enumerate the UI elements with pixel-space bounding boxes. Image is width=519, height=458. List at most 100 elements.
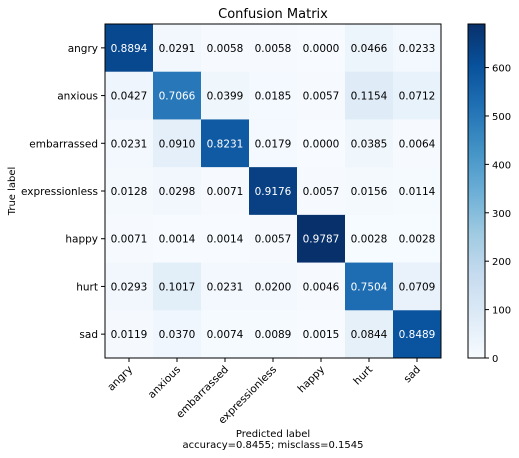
cell-value-label: 0.0844 xyxy=(351,329,388,341)
cell-value-label: 0.0293 xyxy=(111,281,148,293)
accuracy-note: accuracy=0.8455; misclass=0.1545 xyxy=(183,440,364,451)
cell-value-label: 0.0298 xyxy=(159,186,196,198)
heatmap-cell xyxy=(345,262,394,311)
heatmap-cell xyxy=(153,310,202,359)
heatmap-cell xyxy=(249,310,298,359)
x-tick-label: angry xyxy=(105,364,135,394)
cell-value-label: 0.9787 xyxy=(303,234,340,246)
heatmap-cell xyxy=(393,310,442,359)
y-tick-label: angry xyxy=(68,43,98,55)
x-axis-label: Predicted label xyxy=(236,429,310,440)
heatmap-cell xyxy=(105,119,154,168)
heatmap-cell xyxy=(345,167,394,216)
cell-value-label: 0.1017 xyxy=(159,281,196,293)
heatmap-cell xyxy=(393,119,442,168)
heatmap-cell xyxy=(201,167,250,216)
heatmap-cell xyxy=(201,71,250,120)
y-tick-label: expressionless xyxy=(21,186,98,198)
heatmap-cell xyxy=(393,71,442,120)
cell-value-label: 0.0015 xyxy=(303,329,340,341)
cell-value-label: 0.0291 xyxy=(159,43,196,55)
y-tick-label: hurt xyxy=(76,281,98,293)
heatmap-cell xyxy=(297,262,346,311)
heatmap-cell xyxy=(345,24,394,73)
heatmap-cell xyxy=(393,167,442,216)
colorbar-tick-label: 300 xyxy=(492,209,511,220)
heatmap-cell xyxy=(201,310,250,359)
heatmap-cell xyxy=(249,71,298,120)
cell-value-label: 0.0709 xyxy=(399,281,436,293)
cell-value-label: 0.8489 xyxy=(399,329,436,341)
cell-value-label: 0.0057 xyxy=(303,186,340,198)
heatmap-cell xyxy=(393,262,442,311)
y-tick-label: sad xyxy=(79,329,98,341)
colorbar-tick-label: 500 xyxy=(492,112,511,123)
cell-value-label: 0.0057 xyxy=(303,91,340,103)
colorbar-tick-label: 200 xyxy=(492,257,511,268)
heatmap-cell xyxy=(153,262,202,311)
colorbar-tick-label: 0 xyxy=(492,354,498,365)
x-tick-label: sad xyxy=(401,364,423,386)
heatmap-cell xyxy=(249,262,298,311)
heatmap-cell xyxy=(105,71,154,120)
cell-value-label: 0.0028 xyxy=(351,234,388,246)
heatmap-cell xyxy=(153,167,202,216)
heatmap-cell xyxy=(153,71,202,120)
heatmap-cell xyxy=(153,24,202,73)
cell-value-label: 0.0385 xyxy=(351,138,388,150)
cell-value-label: 0.0399 xyxy=(207,91,244,103)
cell-value-label: 0.7066 xyxy=(159,91,196,103)
cell-value-label: 0.7504 xyxy=(351,281,388,293)
cell-value-label: 0.0466 xyxy=(351,43,388,55)
y-axis-ticks: angry anxious embarrassed expressionless hap… xyxy=(21,43,105,341)
cell-value-label: 0.0370 xyxy=(159,329,196,341)
cell-value-label: 0.8894 xyxy=(111,43,148,55)
cell-value-label: 0.0156 xyxy=(351,186,388,198)
y-tick-label: embarrassed xyxy=(29,138,98,150)
heatmap-cell xyxy=(297,24,346,73)
heatmap-cell xyxy=(297,310,346,359)
heatmap-cell xyxy=(153,119,202,168)
cell-value-label: 0.0114 xyxy=(399,186,436,198)
cell-value-label: 0.0074 xyxy=(207,329,244,341)
heatmap-cell-labels: 0.8894 0.0291 0.0058 0.0058 0.0000 0.0466 0.02… xyxy=(111,43,436,341)
cell-value-label: 0.1154 xyxy=(351,91,388,103)
cell-value-label: 0.0119 xyxy=(111,329,148,341)
cell-value-label: 0.0000 xyxy=(303,43,340,55)
cell-value-label: 0.0089 xyxy=(255,329,292,341)
x-tick-label: hurt xyxy=(351,364,375,388)
y-tick-label: anxious xyxy=(57,91,98,103)
cell-value-label: 0.0058 xyxy=(255,43,292,55)
heatmap-cell xyxy=(105,262,154,311)
cell-value-label: 0.0014 xyxy=(207,234,244,246)
cell-value-label: 0.0071 xyxy=(207,186,244,198)
cell-value-label: 0.8231 xyxy=(207,138,244,150)
y-tick-label: happy xyxy=(65,234,98,246)
heatmap-cell xyxy=(345,310,394,359)
heatmap-cell xyxy=(345,214,394,264)
cell-value-label: 0.0064 xyxy=(399,138,436,150)
cell-value-label: 0.0014 xyxy=(159,234,196,246)
colorbar xyxy=(467,23,486,359)
heatmap-cell xyxy=(345,71,394,120)
cell-value-label: 0.0910 xyxy=(159,138,196,150)
heatmap-cell xyxy=(105,167,154,216)
y-axis-label: True label xyxy=(7,167,18,217)
cell-value-label: 0.0128 xyxy=(111,186,148,198)
colorbar-tick-label: 100 xyxy=(492,306,511,317)
cell-value-label: 0.0185 xyxy=(255,91,292,103)
cell-value-label: 0.0231 xyxy=(207,281,244,293)
heatmap-cell xyxy=(201,119,250,168)
cell-value-label: 0.0058 xyxy=(207,43,244,55)
cell-value-label: 0.0712 xyxy=(399,91,436,103)
cell-value-label: 0.0427 xyxy=(111,91,148,103)
heatmap-cell xyxy=(393,214,442,264)
heatmap-cell xyxy=(345,119,394,168)
cell-value-label: 0.0057 xyxy=(255,234,292,246)
heatmap-cell xyxy=(153,214,202,264)
x-tick-label: anxious xyxy=(146,364,183,401)
heatmap-cell xyxy=(201,214,250,264)
heatmap-cell xyxy=(297,71,346,120)
